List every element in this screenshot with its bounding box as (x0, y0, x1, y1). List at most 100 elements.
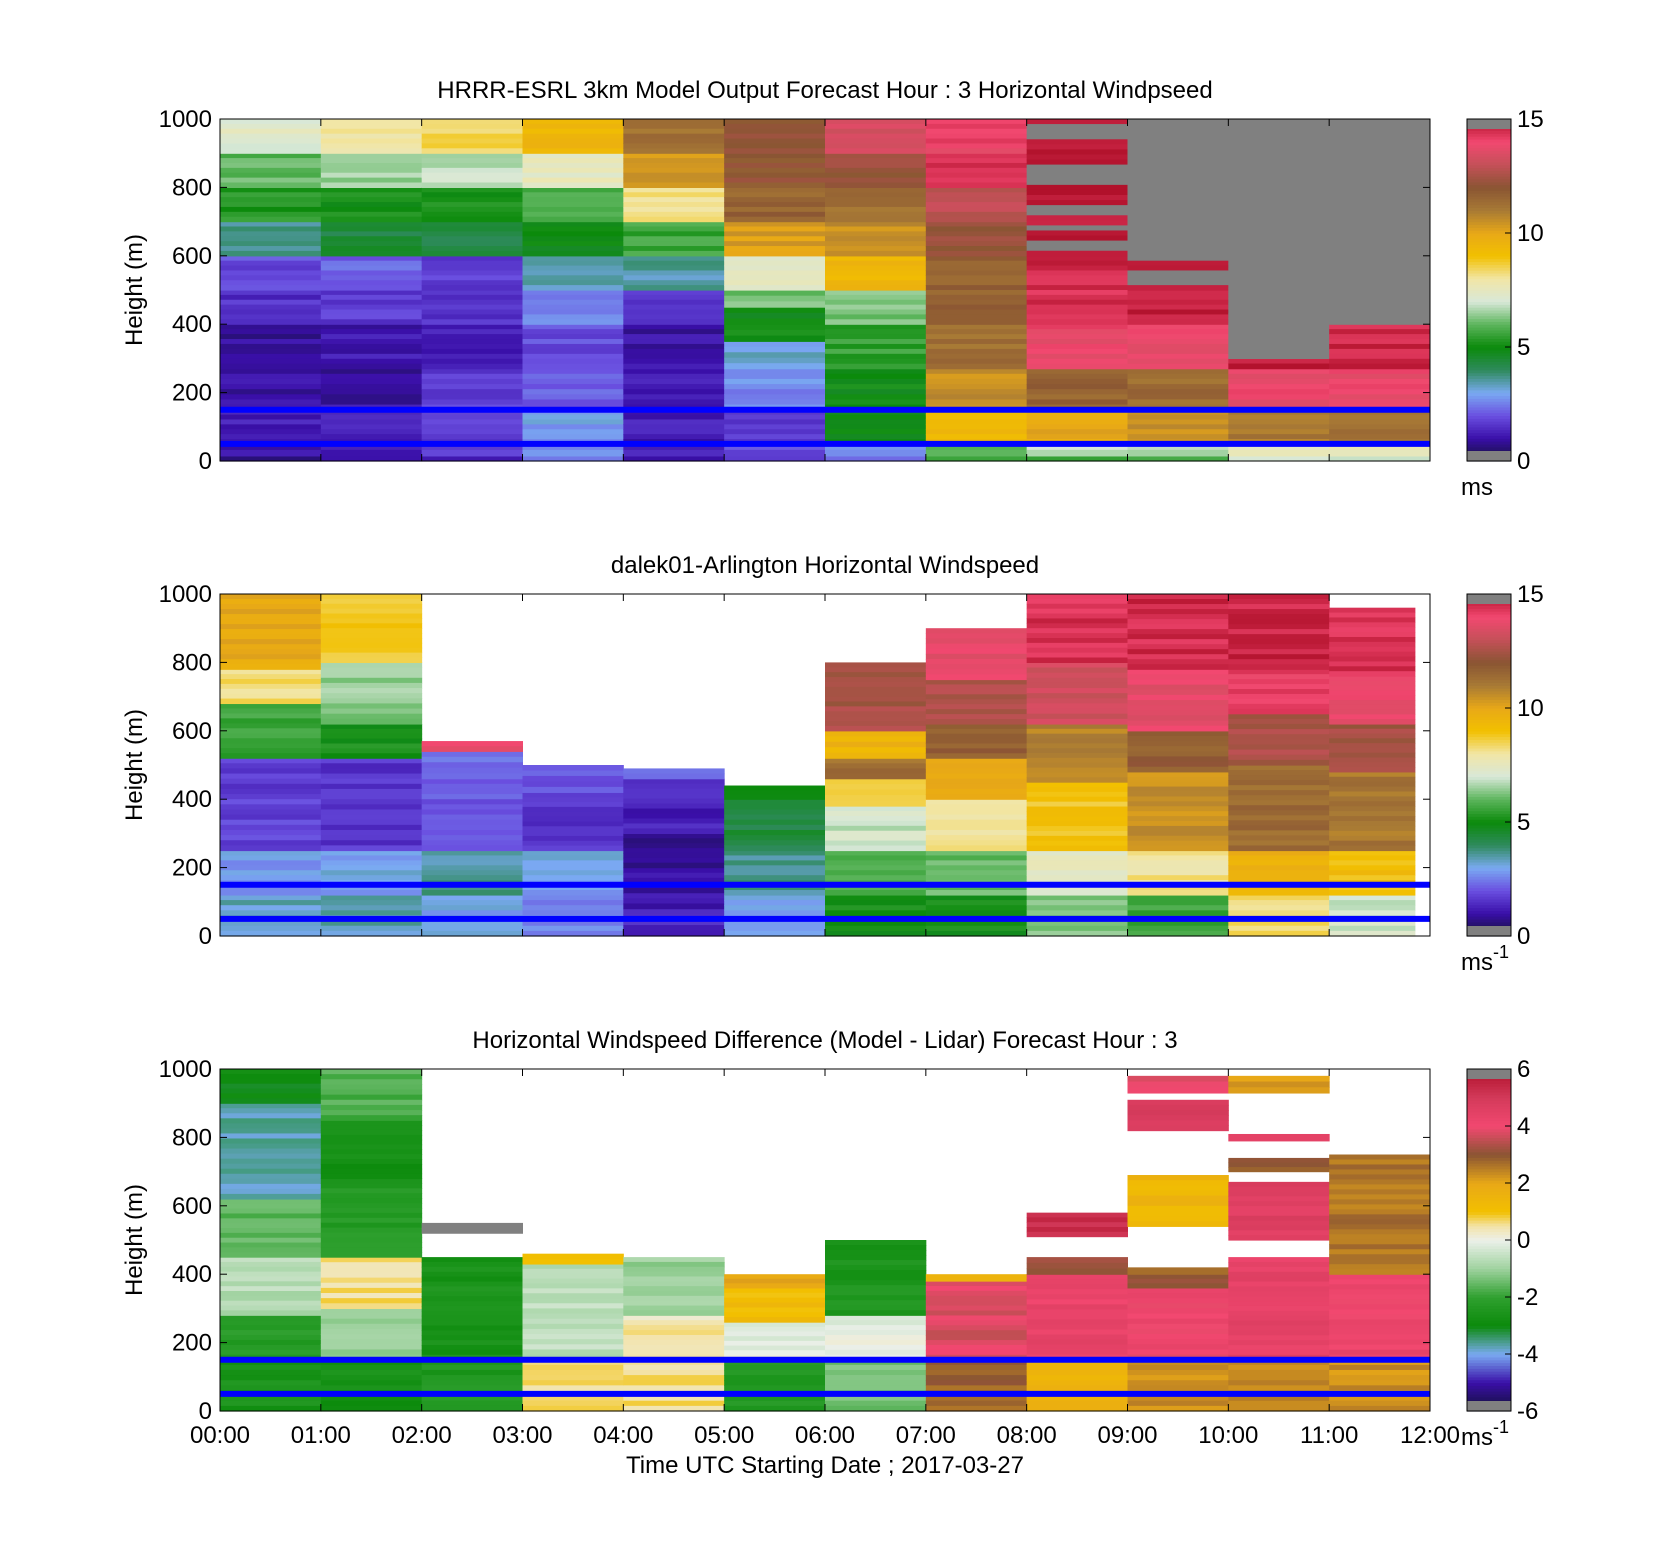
colorbar-segment (1467, 1180, 1511, 1184)
colorbar-segment (1467, 1322, 1511, 1327)
colorbar-segment (1467, 896, 1511, 900)
heatmap-cell (1228, 248, 1330, 255)
colorbar-segment (1467, 611, 1511, 615)
heatmap-cell (421, 153, 523, 159)
heatmap-cell (724, 197, 826, 203)
heatmap-cell (522, 399, 624, 406)
heatmap-cell (724, 352, 826, 359)
colorbar-underflow-cap (1467, 1401, 1511, 1411)
heatmap-cell (623, 1320, 725, 1326)
colorbar-segment (1467, 341, 1511, 345)
heatmap-cell (1329, 264, 1431, 270)
heatmap-cell (522, 1253, 624, 1260)
heatmap-cell (623, 1257, 725, 1263)
heatmap-cell (220, 373, 322, 380)
heatmap-cell (1228, 815, 1330, 821)
heatmap-cell (724, 455, 826, 462)
heatmap-cell (925, 689, 1028, 695)
heatmap-cell (421, 358, 523, 365)
colorbar-segment (1467, 653, 1511, 658)
heatmap-cell (724, 1331, 826, 1337)
heatmap-cell (1228, 429, 1330, 435)
heatmap-cell (1228, 744, 1330, 751)
heatmap-cell (825, 221, 927, 228)
heatmap-cell (1026, 348, 1128, 355)
heatmap-cell (1026, 816, 1128, 822)
heatmap-cell (1127, 694, 1229, 701)
heatmap-cell (1026, 1279, 1128, 1285)
heatmap-cell (1228, 1291, 1330, 1297)
heatmap-cell (1228, 739, 1330, 746)
heatmap-cell (724, 443, 826, 451)
colorbar-segment (1467, 822, 1511, 826)
heatmap-cell (522, 334, 624, 340)
heatmap-cell (220, 378, 322, 385)
colorbar-segment (1467, 136, 1511, 140)
y-tick-label: 800 (172, 649, 212, 676)
heatmap-cell (1329, 1219, 1431, 1225)
heatmap-cell (320, 900, 423, 906)
heatmap-cell (1329, 801, 1416, 807)
heatmap-cell (1329, 1224, 1431, 1230)
heatmap-cell (320, 652, 423, 659)
heatmap-cell (724, 172, 826, 179)
heatmap-cell (925, 314, 1028, 320)
heatmap-cell (1228, 1220, 1330, 1227)
heatmap-cell (522, 158, 624, 164)
heatmap-cell (320, 250, 423, 257)
heatmap-cell (925, 143, 1028, 149)
heatmap-cell (1329, 743, 1416, 749)
heatmap-cell (320, 1298, 423, 1304)
heatmap-cell (623, 919, 725, 926)
heatmap-cell (1228, 1261, 1330, 1268)
heatmap-cell (522, 353, 624, 360)
colorbar-segment (1467, 1314, 1511, 1318)
heatmap-cell (320, 133, 423, 140)
heatmap-cell (623, 172, 725, 179)
heatmap-cell (421, 1261, 523, 1268)
heatmap-cell (421, 148, 523, 154)
heatmap-cell (925, 449, 1028, 457)
heatmap-cell (925, 324, 1028, 330)
colorbar-segment (1467, 633, 1511, 638)
heatmap-cell (1127, 875, 1229, 881)
colorbar-segment (1467, 198, 1511, 203)
heatmap-cell (1329, 709, 1416, 715)
heatmap-cell (320, 713, 423, 720)
heatmap-cell (421, 794, 523, 800)
heatmap-cell (825, 148, 927, 154)
heatmap-cell (623, 1276, 725, 1282)
heatmap-cell (1127, 781, 1229, 788)
heatmap-cell (623, 455, 725, 462)
colorbar-segment (1467, 1191, 1511, 1195)
colorbar-unit-label: ms (1461, 474, 1493, 501)
heatmap-cell (1127, 329, 1229, 335)
heatmap-cell (825, 290, 927, 296)
heatmap-cell (623, 768, 725, 775)
heatmap-cell (1026, 885, 1128, 891)
heatmap-cell (220, 910, 322, 917)
heatmap-cell (724, 870, 826, 876)
heatmap-cell (1026, 608, 1128, 615)
colorbar-segment (1467, 1336, 1511, 1341)
heatmap-cell (1127, 255, 1229, 262)
heatmap-cell (220, 1163, 322, 1170)
heatmap-cell (1329, 1349, 1431, 1356)
colorbar-segment (1467, 1077, 1511, 1081)
heatmap-cell (1329, 1400, 1431, 1407)
heatmap-cell (825, 455, 927, 462)
colorbar-segment (1467, 856, 1511, 860)
heatmap-cell (522, 1349, 624, 1356)
heatmap-cell (220, 1078, 322, 1085)
heatmap-cell (1026, 786, 1128, 793)
heatmap-cell (925, 343, 1028, 350)
heatmap-cell (1127, 455, 1229, 462)
heatmap-cell (1228, 1266, 1330, 1273)
heatmap-cell (1026, 1344, 1128, 1351)
heatmap-cell (724, 860, 826, 866)
heatmap-cell (1329, 389, 1431, 395)
heatmap-cell (1228, 734, 1330, 740)
heatmap-cell (320, 182, 423, 188)
heatmap-cell (320, 763, 423, 770)
heatmap-cell (1329, 661, 1416, 667)
